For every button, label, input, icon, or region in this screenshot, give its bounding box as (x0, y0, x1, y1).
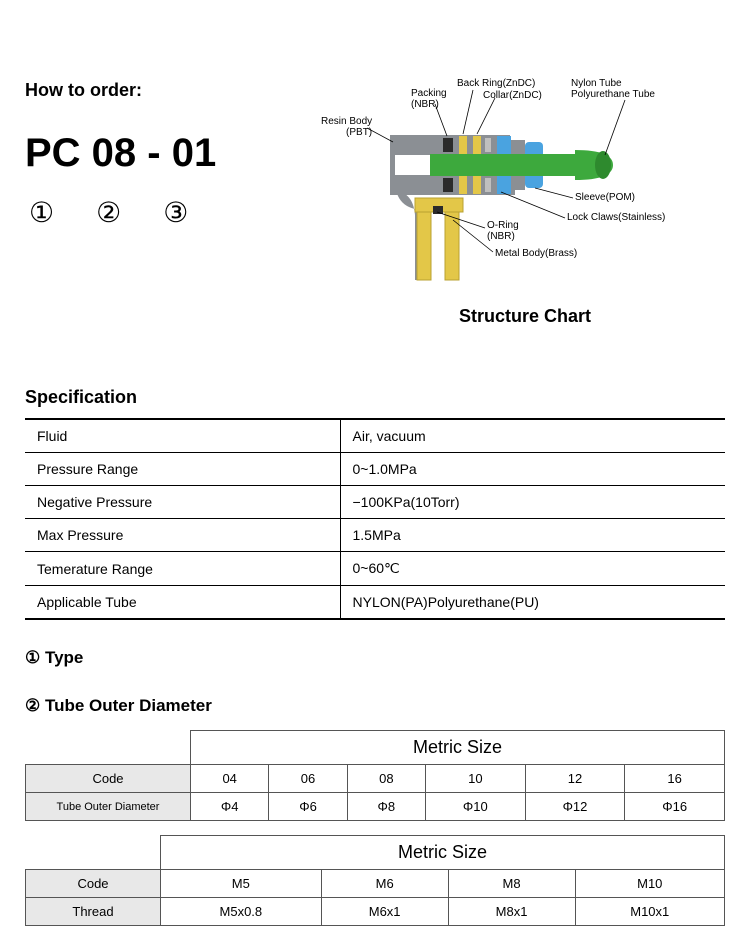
cell: 10 (426, 765, 526, 793)
label-back-ring: Back Ring(ZnDC) (457, 78, 535, 89)
cell: Φ8 (347, 793, 425, 821)
cell: Φ12 (525, 793, 625, 821)
circle-3: ③ (163, 196, 188, 229)
spec-value: Air, vacuum (340, 419, 725, 453)
specification-heading: Specification (25, 387, 725, 408)
metric-size-header: Metric Size (161, 836, 725, 870)
spec-value: −100KPa(10Torr) (340, 486, 725, 519)
cell: Φ4 (191, 793, 269, 821)
label-collar: Collar(ZnDC) (483, 90, 542, 101)
cell: M10 (575, 870, 724, 898)
label-sleeve: Sleeve(POM) (575, 192, 635, 203)
thread-table: Metric Size Code M5 M6 M8 M10 Thread M5x… (25, 835, 725, 926)
spec-value: 0~1.0MPa (340, 453, 725, 486)
cell: 16 (625, 765, 725, 793)
table-row: Negative Pressure−100KPa(10Torr) (25, 486, 725, 519)
spec-key: Max Pressure (25, 519, 340, 552)
spec-key: Fluid (25, 419, 340, 453)
cell: 12 (525, 765, 625, 793)
cell: M10x1 (575, 898, 724, 926)
spec-key: Applicable Tube (25, 586, 340, 620)
blank-cell (26, 836, 161, 870)
spec-key: Pressure Range (25, 453, 340, 486)
code-label: Code (26, 870, 161, 898)
cell: 06 (269, 765, 347, 793)
table-row: Max Pressure1.5MPa (25, 519, 725, 552)
table-row: FluidAir, vacuum (25, 419, 725, 453)
cell: M5 (161, 870, 322, 898)
label-o-ring: O-Ring(NBR) (487, 220, 519, 242)
spec-value: 0~60℃ (340, 552, 725, 586)
code-label: Code (26, 765, 191, 793)
cell: M6x1 (321, 898, 448, 926)
table-row: Pressure Range0~1.0MPa (25, 453, 725, 486)
label-metal-body: Metal Body(Brass) (495, 248, 577, 259)
circle-2: ② (96, 196, 121, 229)
cell: Φ6 (269, 793, 347, 821)
specification-table: FluidAir, vacuum Pressure Range0~1.0MPa … (25, 418, 725, 620)
part-number: PC 08 - 01 (25, 131, 325, 176)
label-packing: Packing(NBR) (411, 88, 447, 110)
structure-diagram: Resin Body(PBT) Packing(NBR) Back Ring(Z… (325, 80, 715, 300)
tube-od-table: Metric Size Code 04 06 08 10 12 16 Tube … (25, 730, 725, 821)
metric-size-header: Metric Size (191, 731, 725, 765)
cell: 04 (191, 765, 269, 793)
label-resin-body: Resin Body(PBT) (321, 116, 372, 138)
cell: M6 (321, 870, 448, 898)
blank-cell (26, 731, 191, 765)
cell: Φ16 (625, 793, 725, 821)
cell: M8 (448, 870, 575, 898)
cell: M8x1 (448, 898, 575, 926)
spec-key: Temerature Range (25, 552, 340, 586)
table-row: Applicable TubeNYLON(PA)Polyurethane(PU) (25, 586, 725, 620)
spec-value: NYLON(PA)Polyurethane(PU) (340, 586, 725, 620)
label-nylon-tube: Nylon TubePolyurethane Tube (571, 78, 655, 100)
circle-1: ① (29, 196, 54, 229)
cell: M5x0.8 (161, 898, 322, 926)
tube-od-label: Tube Outer Diameter (26, 793, 191, 821)
thread-label: Thread (26, 898, 161, 926)
order-index-circles: ① ② ③ (25, 196, 325, 229)
table-row: Temerature Range0~60℃ (25, 552, 725, 586)
structure-chart-caption: Structure Chart (325, 306, 725, 327)
section-type-heading: ① Type (25, 648, 725, 668)
spec-value: 1.5MPa (340, 519, 725, 552)
label-lock-claws: Lock Claws(Stainless) (567, 212, 665, 223)
spec-key: Negative Pressure (25, 486, 340, 519)
how-to-order-heading: How to order: (25, 80, 325, 101)
cell: 08 (347, 765, 425, 793)
section-tube-od-heading: ② Tube Outer Diameter (25, 696, 725, 716)
cell: Φ10 (426, 793, 526, 821)
